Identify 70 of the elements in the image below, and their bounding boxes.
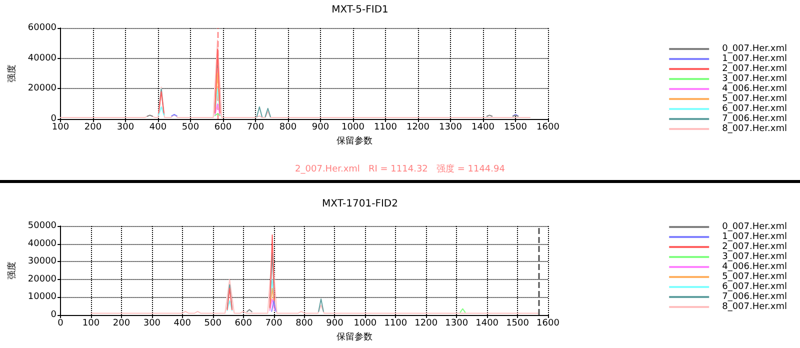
x-tick-label: 300 <box>143 318 161 328</box>
chart-title: MXT-1701-FID2 <box>322 198 398 210</box>
x-tick-label: 1500 <box>504 122 528 132</box>
line-series <box>90 248 540 314</box>
y-tick-label: 20000 <box>28 274 57 284</box>
x-tick-label: 100 <box>82 318 100 328</box>
chart-title: MXT-5-FID1 <box>332 4 388 16</box>
x-tick-label: 200 <box>112 318 130 328</box>
x-tick-label: 400 <box>174 318 192 328</box>
y-axis-title: 强度 <box>6 64 18 82</box>
legend-label: 6_007.Her.xml <box>722 104 788 114</box>
y-tick-label: 40000 <box>28 238 57 249</box>
x-tick-label: 800 <box>296 318 314 328</box>
legend-label: 0_007.Her.xml <box>722 44 788 54</box>
x-tick-label: 1400 <box>472 122 495 132</box>
x-tick-label: 800 <box>279 122 297 132</box>
x-tick-label: 1400 <box>476 318 499 328</box>
legend-label: 5_007.Her.xml <box>722 94 788 104</box>
x-tick-label: 1200 <box>406 122 430 132</box>
x-axis-title: 保留参数 <box>336 331 372 342</box>
x-tick-label: 700 <box>265 318 283 328</box>
y-tick-label: 0 <box>50 310 57 320</box>
x-tick-label: 1600 <box>536 318 560 328</box>
legend-label: 5_007.Her.xml <box>722 272 788 282</box>
x-tick-label: 0 <box>58 318 64 328</box>
x-tick-label: 1600 <box>536 122 560 132</box>
x-tick-label: 1300 <box>445 318 468 328</box>
x-tick-label: 1200 <box>414 318 438 328</box>
legend-label: 6_007.Her.xml <box>722 282 788 292</box>
legend-label: 2_007.Her.xml <box>722 64 788 74</box>
x-tick-label: 600 <box>214 122 232 132</box>
x-tick-label: 100 <box>52 122 70 132</box>
legend-label: 2_007.Her.xml <box>722 242 788 252</box>
legend-label: 1_007.Her.xml <box>722 232 788 242</box>
x-tick-label: 1000 <box>354 318 377 328</box>
legend-label: 4_006.Her.xml <box>722 84 788 94</box>
x-tick-label: 1100 <box>384 318 408 328</box>
x-tick-label: 400 <box>149 122 167 132</box>
legend-label: 4_006.Her.xml <box>722 262 788 272</box>
x-tick-label: 900 <box>312 122 330 132</box>
x-tick-label: 600 <box>234 318 252 328</box>
legend-label: 3_007.Her.xml <box>722 252 788 262</box>
y-tick-label: 0 <box>50 114 57 124</box>
line-series <box>60 40 531 118</box>
x-tick-label: 1300 <box>439 122 462 132</box>
text: 2_007.Her.xml RI = 1114.32 强度 = 1144.94 <box>295 164 506 174</box>
x-tick-label: 1500 <box>506 318 530 328</box>
x-tick-label: 700 <box>246 122 264 132</box>
x-tick-label: 500 <box>204 318 222 328</box>
legend-label: 3_007.Her.xml <box>722 74 788 84</box>
y-tick-label: 40000 <box>28 53 57 64</box>
x-axis-title: 保留参数 <box>336 135 372 146</box>
legend-label: 7_006.Her.xml <box>722 114 788 124</box>
x-tick-label: 1100 <box>374 122 398 132</box>
legend-label: 1_007.Her.xml <box>722 54 788 64</box>
x-tick-label: 200 <box>84 122 102 132</box>
y-tick-label: 50000 <box>28 221 57 231</box>
x-tick-label: 500 <box>182 122 200 132</box>
legend-label: 8_007.Her.xml <box>722 302 788 312</box>
x-tick-label: 1000 <box>342 122 365 132</box>
y-axis-title: 强度 <box>6 262 18 280</box>
legend-label: 0_007.Her.xml <box>722 222 788 232</box>
y-tick-label: 20000 <box>28 84 57 94</box>
y-tick-label: 30000 <box>28 256 57 267</box>
y-tick-label: 10000 <box>28 292 57 302</box>
y-tick-label: 60000 <box>28 23 57 33</box>
x-tick-label: 300 <box>116 122 134 132</box>
legend-label: 7_006.Her.xml <box>722 292 788 302</box>
legend-label: 8_007.Her.xml <box>722 124 788 134</box>
x-tick-label: 900 <box>326 318 344 328</box>
